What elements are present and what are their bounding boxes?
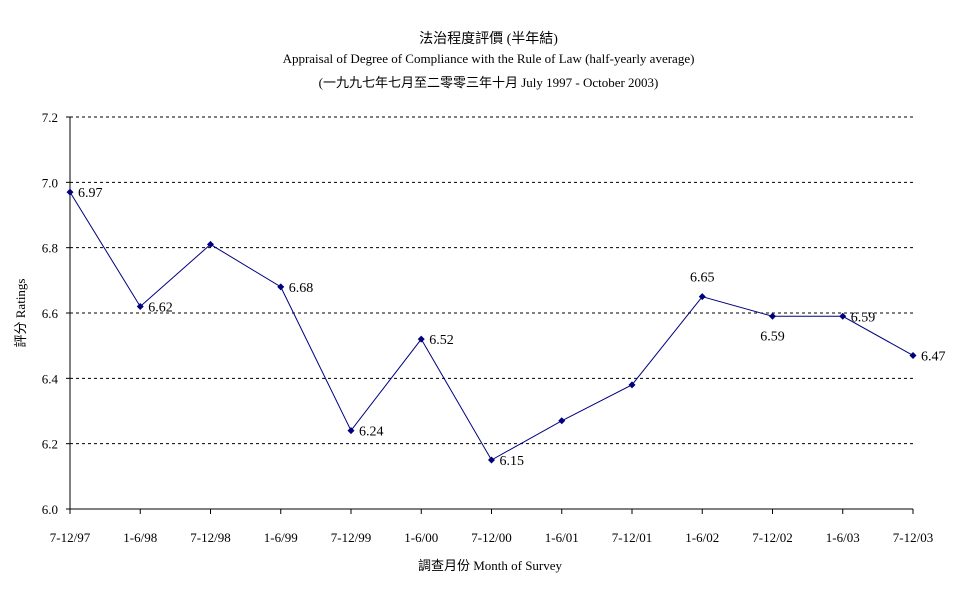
x-tick-label: 1-6/03 [826,530,860,545]
data-point-marker [207,240,214,248]
x-tick-label: 1-6/98 [123,530,157,545]
x-tick-label: 7-12/98 [190,530,230,545]
x-tick-label: 7-12/01 [612,530,652,545]
y-tick-label: 6.6 [42,306,59,321]
y-tick-label: 6.8 [42,241,58,256]
gridlines [70,116,913,445]
series-line [69,191,914,461]
data-label: 6.24 [359,425,384,440]
x-tick-label: 7-12/97 [50,530,91,545]
data-point-marker [698,293,706,301]
x-tick-label: 1-6/00 [404,530,438,545]
x-tick-label: 1-6/99 [264,530,298,545]
data-label: 6.47 [921,349,946,364]
data-point-marker [66,188,74,196]
data-label: 6.62 [148,300,173,315]
data-label: 6.59 [851,310,876,325]
data-point-marker [769,312,776,320]
y-axis-title: 評分 Ratings [13,279,28,348]
data-label: 6.65 [690,271,715,286]
y-tick-label: 6.0 [42,502,58,517]
x-tick-label: 7-12/03 [893,530,933,545]
chart-title: 法治程度評價 (半年結) [419,32,558,47]
x-tick-label: 7-12/02 [752,530,792,545]
data-point-marker [136,302,144,310]
data-label: 6.59 [760,329,785,344]
y-tick-labels: 6.0 6.2 6.4 6.6 6.8 7.0 7.2 [42,110,59,517]
data-point-marker [488,456,495,464]
data-point-marker [558,417,566,425]
x-tick-label: 7-12/00 [471,530,511,545]
chart-subtitle: Appraisal of Degree of Compliance with t… [282,51,695,66]
y-tick-label: 7.0 [42,175,58,190]
series-polyline [69,191,914,461]
data-point-marker [839,312,847,320]
data-label: 6.97 [78,186,103,201]
x-tick-label: 7-12/99 [331,530,371,545]
data-point-marker [277,283,285,291]
y-tick-label: 6.2 [42,437,58,452]
x-tick-label: 1-6/02 [685,530,719,545]
data-label: 6.15 [500,454,525,469]
series-markers [66,188,917,464]
data-labels: 6.97 6.62 6.68 6.24 6.52 6.15 6.65 6.59 6.59 6.47 [78,186,946,469]
data-point-marker [628,381,636,389]
data-point-marker [417,335,425,343]
y-tick-label: 7.2 [42,110,58,125]
x-axis-title: 調查月份 Month of Survey [418,558,563,573]
data-point-marker [909,351,917,359]
data-label: 6.52 [429,333,454,348]
chart-subtitle-period: (一九九七年七月至二零零三年十月 July 1997 - October 200… [318,75,659,90]
data-label: 6.68 [289,281,314,296]
y-tick-label: 6.4 [42,371,59,386]
data-point-marker [347,427,355,435]
axes [66,116,914,514]
x-tick-labels: 7-12/97 1-6/98 7-12/98 1-6/99 7-12/99 1-6/00 7… [50,530,933,545]
x-tick-label: 1-6/01 [545,530,579,545]
